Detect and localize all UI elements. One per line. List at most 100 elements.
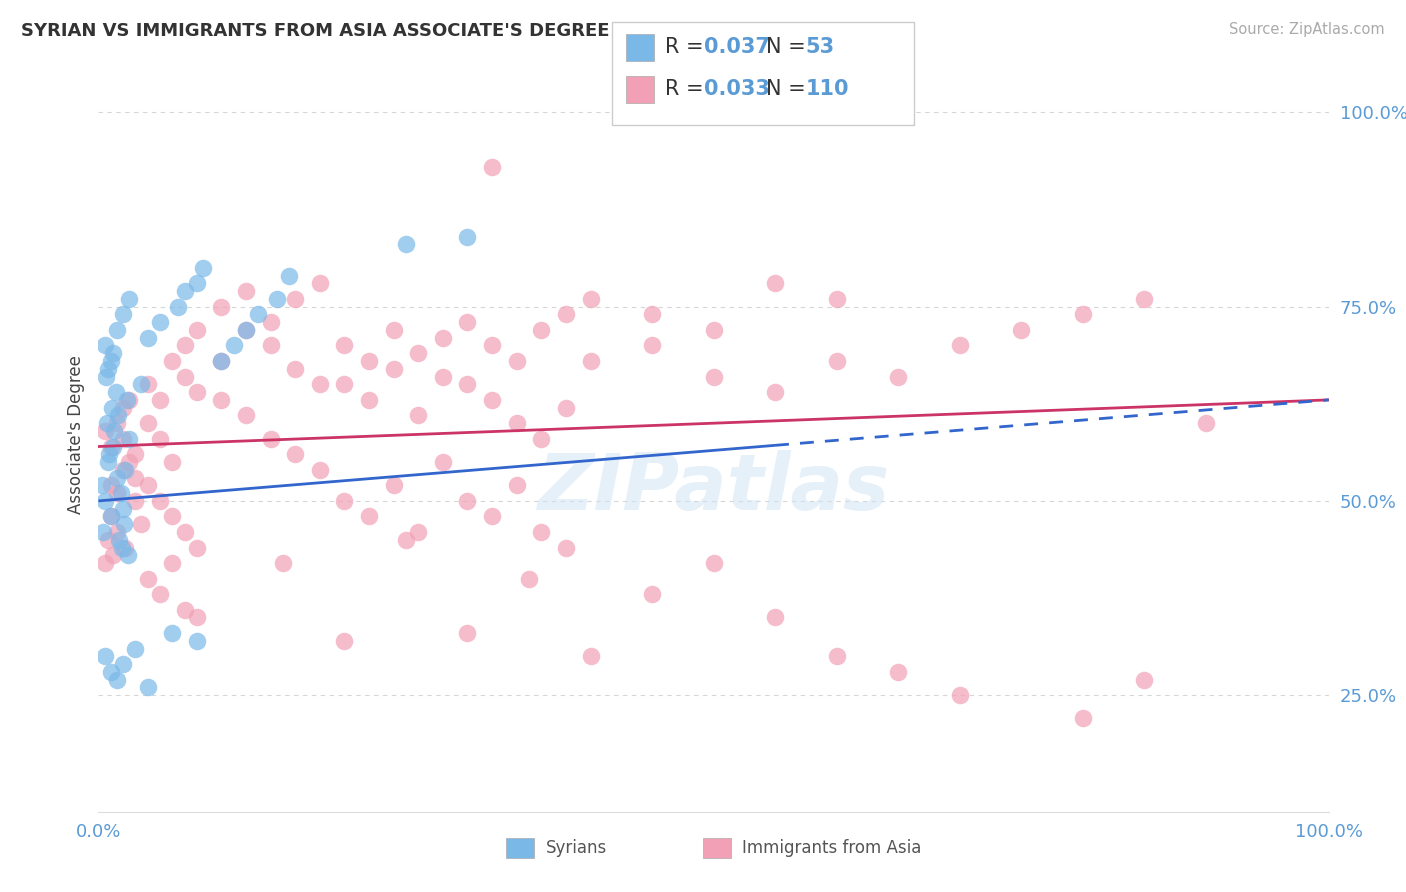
Point [309,377,332,392]
Point [162,509,183,524]
Point [408,524,430,539]
Point [100,354,122,368]
Point [103,346,125,360]
Point [530,323,553,337]
Point [112,307,135,321]
Point [173,284,195,298]
Point [235,409,257,423]
Point [271,556,294,570]
Point [579,292,602,306]
Point [100,440,122,454]
Point [101,401,124,415]
Point [408,409,430,423]
Point [131,377,153,392]
Point [149,587,172,601]
Point [112,463,135,477]
Point [124,470,146,484]
Point [173,369,195,384]
Y-axis label: Associate's Degree: Associate's Degree [66,355,84,515]
Point [456,377,478,392]
Point [103,440,125,454]
Point [186,633,208,648]
Point [105,323,128,337]
Point [114,463,136,477]
Point [124,494,146,508]
Text: Syrians: Syrians [546,839,607,857]
Point [97,361,120,376]
Point [173,603,195,617]
Point [481,338,503,352]
Point [105,416,128,430]
Point [186,610,208,624]
Point [763,277,786,291]
Point [118,292,141,306]
Point [97,455,120,469]
Point [103,424,125,438]
Point [167,300,190,314]
Point [432,369,454,384]
Point [1071,711,1094,725]
Point [284,292,307,306]
Point [247,307,270,321]
Point [105,470,128,484]
Point [395,237,418,252]
Point [93,524,115,539]
Point [118,432,141,446]
Point [333,633,356,648]
Point [333,494,356,508]
Text: ZIPatlas: ZIPatlas [537,450,890,525]
Point [284,447,307,461]
Point [235,323,257,337]
Point [100,665,122,679]
Point [112,432,135,446]
Point [186,323,208,337]
Point [641,307,664,321]
Point [94,369,117,384]
Point [260,315,283,329]
Point [506,354,529,368]
Point [260,338,283,352]
Point [118,392,141,407]
Point [481,509,503,524]
Point [131,517,153,532]
Point [105,486,128,500]
Point [114,541,136,555]
Point [162,626,183,640]
Point [115,392,138,407]
Point [235,284,257,298]
Point [382,361,405,376]
Point [554,401,576,415]
Point [107,409,129,423]
Point [93,556,115,570]
Point [481,160,503,174]
Text: R =: R = [665,37,710,57]
Point [211,392,233,407]
Point [103,549,125,563]
Point [949,688,972,702]
Point [112,657,135,671]
Point [456,494,478,508]
Point [100,509,122,524]
Point [162,455,183,469]
Point [149,494,172,508]
Point [186,541,208,555]
Point [112,517,135,532]
Point [554,307,576,321]
Text: 53: 53 [806,37,835,57]
Point [149,315,172,329]
Point [309,277,332,291]
Point [266,292,288,306]
Point [136,331,159,345]
Point [395,533,418,547]
Point [456,229,478,244]
Point [191,260,214,275]
Point [100,509,122,524]
Point [136,681,159,695]
Point [112,501,135,516]
Text: Immigrants from Asia: Immigrants from Asia [742,839,922,857]
Point [432,455,454,469]
Point [93,424,115,438]
Point [98,447,121,461]
Point [149,392,172,407]
Point [186,277,208,291]
